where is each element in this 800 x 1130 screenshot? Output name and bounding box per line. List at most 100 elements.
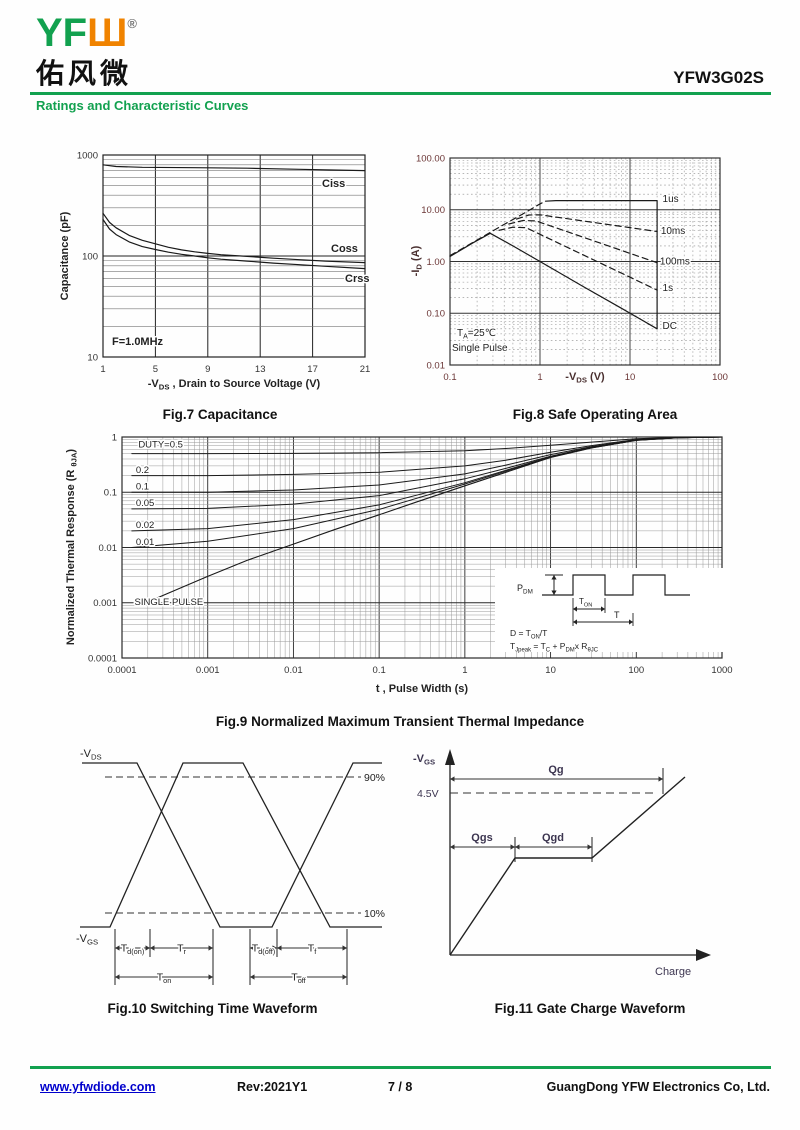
svg-text:Capacitance (pF): Capacitance (pF) — [59, 211, 71, 300]
svg-text:Single Pulse: Single Pulse — [452, 343, 508, 354]
svg-text:1.00: 1.00 — [427, 257, 446, 268]
svg-text:10ms: 10ms — [661, 226, 685, 237]
product-title: YFW3G02S — [673, 68, 764, 87]
fig11-diagram: -VGS 4.5V Qg Qgs Qgd Charge — [413, 749, 711, 978]
svg-text:0.1: 0.1 — [373, 665, 386, 676]
yfw-logo: YFШ® 佑风微 — [36, 2, 137, 95]
svg-text:Ciss: Ciss — [322, 178, 345, 190]
series-100ms — [508, 219, 658, 264]
series-Ciss — [102, 164, 366, 172]
svg-text:0.1: 0.1 — [136, 482, 149, 493]
svg-text:Td(on): Td(on) — [121, 943, 145, 957]
svg-text:0.01: 0.01 — [427, 360, 446, 371]
svg-text:0.0001: 0.0001 — [88, 653, 117, 664]
section-title: Ratings and Characteristic Curves — [36, 98, 249, 113]
logo-yf: YF — [36, 11, 88, 55]
svg-text:1s: 1s — [663, 283, 674, 294]
svg-text:Coss: Coss — [331, 243, 358, 255]
svg-text:100: 100 — [712, 372, 728, 383]
svg-text:0.01: 0.01 — [99, 543, 118, 554]
svg-text:100ms: 100ms — [660, 256, 690, 267]
logo-chinese-name: 佑风微 — [36, 58, 133, 89]
fig8-chart: 0.1 1 10 100 100.00 10.00 1.00 0.10 0.01 -VDS (V)… — [410, 153, 728, 385]
svg-text:21: 21 — [360, 364, 371, 375]
svg-text:t , Pulse Width (s): t , Pulse Width (s) — [376, 683, 469, 695]
svg-text:Td(off): Td(off) — [252, 943, 275, 957]
series-1us — [544, 199, 658, 330]
fig9-caption: Fig.9 Normalized Maximum Transient Therm… — [215, 714, 585, 729]
gate-charge-curve — [449, 776, 686, 956]
svg-text:SINGLE PULSE: SINGLE PULSE — [135, 597, 204, 608]
svg-text:Tr: Tr — [177, 943, 186, 957]
series-duty-0.02 — [131, 436, 723, 532]
svg-text:-VDS: -VDS — [80, 748, 102, 762]
svg-text:1000: 1000 — [77, 150, 98, 161]
svg-text:0.10: 0.10 — [427, 309, 446, 320]
registered-mark-icon: ® — [127, 16, 137, 31]
svg-text:10: 10 — [87, 352, 98, 363]
svg-text:D = TON/T: D = TON/T — [510, 628, 547, 641]
svg-text:0.1: 0.1 — [104, 488, 117, 499]
svg-text:100.00: 100.00 — [416, 153, 445, 164]
svg-text:PDM: PDM — [517, 583, 533, 596]
svg-text:-VDS , Drain to Source Voltage: -VDS , Drain to Source Voltage (V) — [148, 378, 321, 392]
svg-text:1000: 1000 — [711, 665, 732, 676]
svg-text:1: 1 — [112, 432, 117, 443]
svg-text:DUTY=0.5: DUTY=0.5 — [138, 439, 183, 450]
svg-text:0.2: 0.2 — [136, 465, 149, 476]
page-number: 7 / 8 — [388, 1080, 413, 1094]
series-Crss — [102, 218, 366, 270]
series-10ms — [515, 214, 658, 233]
svg-text:0.01: 0.01 — [136, 537, 155, 548]
series-DC — [449, 232, 658, 330]
svg-text:0.02: 0.02 — [136, 520, 155, 531]
svg-text:13: 13 — [255, 364, 266, 375]
series-duty-0.1 — [131, 436, 723, 493]
svg-text:0.05: 0.05 — [136, 498, 155, 509]
series-duty-0.2 — [131, 436, 723, 477]
svg-text:0.0001: 0.0001 — [107, 665, 136, 676]
svg-text:Qg: Qg — [548, 764, 563, 776]
svg-text:1: 1 — [537, 372, 542, 383]
fig8-caption: Fig.8 Safe Operating Area — [512, 407, 678, 422]
svg-text:-VDS (V): -VDS (V) — [565, 371, 605, 385]
svg-text:TJpeak = TC + PDMx RθJC: TJpeak = TC + PDMx RθJC — [510, 641, 599, 654]
series-Coss — [102, 212, 366, 264]
svg-text:1us: 1us — [663, 194, 679, 205]
svg-text:Normalized Thermal Response (R: Normalized Thermal Response (R θJA) — [65, 449, 79, 645]
svg-text:T: T — [614, 610, 620, 620]
svg-text:5: 5 — [153, 364, 158, 375]
fig10-caption: Fig.10 Switching Time Waveform — [107, 1001, 318, 1016]
svg-text:F=1.0MHz: F=1.0MHz — [112, 336, 164, 348]
svg-text:1: 1 — [462, 665, 467, 676]
series-single-pulse — [155, 436, 723, 599]
svg-text:0.001: 0.001 — [196, 665, 220, 676]
svg-text:1: 1 — [100, 364, 105, 375]
svg-text:-VGS: -VGS — [413, 753, 435, 767]
svg-text:0.01: 0.01 — [284, 665, 303, 676]
fig9-chart: 0.0001 0.001 0.01 0.1 1 10 100 1000 1 0.1 0.01 0.00… — [65, 432, 733, 695]
svg-text:-VGS: -VGS — [76, 933, 98, 947]
svg-text:DC: DC — [663, 321, 677, 332]
fig7-chart: 1 5 9 13 17 21 1000 100 10 -VDS , Drain to Source… — [59, 150, 371, 392]
footer-rule — [30, 1066, 771, 1069]
svg-text:Charge: Charge — [655, 966, 691, 978]
svg-text:0.001: 0.001 — [93, 598, 117, 609]
svg-text:100: 100 — [82, 251, 98, 262]
svg-text:10: 10 — [545, 665, 556, 676]
svg-text:-ID (A): -ID (A) — [410, 245, 424, 276]
company-name: GuangDong YFW Electronics Co, Ltd. — [546, 1080, 770, 1094]
fig10-diagram: Td(on) Tr Td(off) Tf Ton Toff -VDS -VGS 90% 10% — [76, 748, 385, 987]
website-link[interactable]: www.yfwdiode.com — [40, 1080, 156, 1094]
fig7-caption: Fig.7 Capacitance — [162, 407, 278, 422]
series-duty-0.5 — [131, 436, 723, 455]
svg-text:Qgd: Qgd — [542, 832, 564, 844]
svg-text:100: 100 — [628, 665, 644, 676]
header-rule — [30, 92, 771, 95]
vds-trace — [82, 762, 382, 928]
svg-text:10: 10 — [625, 372, 636, 383]
svg-text:Crss: Crss — [345, 273, 369, 285]
revision-label: Rev:2021Y1 — [237, 1080, 308, 1094]
svg-text:17: 17 — [307, 364, 318, 375]
